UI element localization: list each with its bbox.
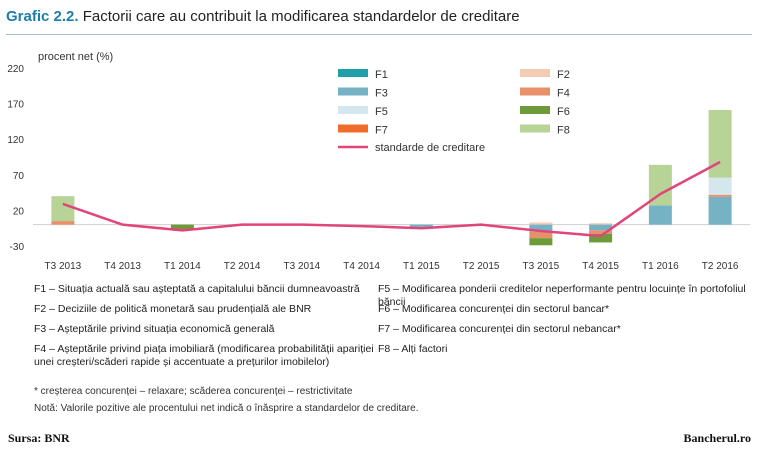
bar-f3 bbox=[589, 224, 613, 231]
site-label: Bancherul.ro bbox=[683, 431, 751, 445]
bar-f6 bbox=[589, 233, 613, 243]
notes-left: F1 – Situația actuală sau așteptată a ca… bbox=[34, 283, 374, 369]
bar-f4 bbox=[529, 231, 553, 239]
bar-f2 bbox=[529, 222, 553, 225]
note-nota: Notă: Valorile pozitive ale procentului … bbox=[34, 403, 419, 414]
x-tick-label: T3 2013 bbox=[45, 261, 82, 272]
x-tick-label: T4 2014 bbox=[343, 261, 380, 272]
note-star: * creșterea concurenței – relaxare; scăd… bbox=[34, 386, 353, 397]
legend-label-f2: F2 bbox=[557, 69, 570, 81]
bar-f3 bbox=[648, 205, 672, 225]
y-axis-label: procent net (%) bbox=[38, 51, 113, 63]
x-tick-label: T1 2015 bbox=[403, 261, 440, 272]
bar-f4 bbox=[51, 221, 75, 225]
legend-label-f1: F1 bbox=[375, 69, 388, 81]
chart-title-text: Factorii care au contribuit la modificar… bbox=[82, 8, 520, 25]
bar-f2 bbox=[589, 223, 613, 225]
x-tick-label: T2 2016 bbox=[702, 261, 739, 272]
legend-label-f3: F3 bbox=[375, 88, 388, 100]
bar-f8 bbox=[51, 196, 75, 222]
legend-swatch-f7 bbox=[338, 124, 368, 133]
legend-swatch-f4 bbox=[520, 87, 550, 96]
note-f4: F4 – Așteptările privind piața imobiliar… bbox=[34, 343, 374, 355]
x-tick-label: T4 2015 bbox=[582, 261, 619, 272]
bar-f4 bbox=[708, 194, 732, 197]
title-divider bbox=[6, 34, 752, 35]
legend-label-line: standarde de creditare bbox=[375, 142, 485, 154]
x-tick-label: T1 2014 bbox=[164, 261, 201, 272]
source-label: Sursa: BNR bbox=[8, 431, 70, 445]
bar-f6 bbox=[529, 238, 553, 246]
legend-swatch-f1 bbox=[338, 69, 368, 77]
bar-f8 bbox=[648, 164, 672, 206]
note-f1: F1 – Situația actuală sau așteptată a ca… bbox=[34, 283, 360, 295]
notes-right: F5 – Modificarea ponderii creditelor nep… bbox=[378, 283, 759, 356]
legend-label-f4: F4 bbox=[557, 88, 570, 100]
x-tick-label: T3 2015 bbox=[523, 261, 560, 272]
bar-f3 bbox=[529, 224, 553, 232]
note-f8: F8 – Alți factori bbox=[378, 343, 448, 355]
x-tick-label: T2 2015 bbox=[463, 261, 500, 272]
legend-swatch-f3 bbox=[338, 87, 368, 96]
x-tick-label: T1 2016 bbox=[642, 261, 679, 272]
y-tick-label: 120 bbox=[7, 135, 24, 146]
line-standarde-de-creditare bbox=[62, 160, 721, 238]
x-tick-label: T3 2014 bbox=[284, 261, 321, 272]
chart-title: Grafic 2.2. Factorii care au contribuit … bbox=[6, 8, 520, 25]
y-tick-label: 70 bbox=[13, 171, 25, 182]
note-f6: F6 – Modificarea concurenței din sectoru… bbox=[378, 303, 610, 315]
note-f3: F3 – Așteptările privind situația econom… bbox=[34, 323, 275, 335]
legend-swatch-f5 bbox=[338, 106, 368, 114]
y-tick-label: 20 bbox=[13, 206, 25, 217]
bar-f3 bbox=[409, 224, 433, 228]
x-tick-label: T2 2014 bbox=[224, 261, 261, 272]
bar-f8 bbox=[708, 110, 732, 178]
bar-f4 bbox=[589, 230, 613, 234]
chart: procent net (%) 220 170 120 70 20 -30 T3 2013 T4… bbox=[7, 51, 750, 272]
legend-label-f5: F5 bbox=[375, 106, 388, 118]
bar-f5 bbox=[708, 177, 732, 195]
y-tick-label: 170 bbox=[7, 100, 24, 111]
note-f4-cont: unei creșteri/scăderi rapide și accentua… bbox=[34, 356, 330, 368]
legend-label-f6: F6 bbox=[557, 106, 570, 118]
legend-label-f8: F8 bbox=[557, 125, 570, 137]
note-f5: F5 – Modificarea ponderii creditelor nep… bbox=[378, 283, 746, 308]
legend-swatch-f2 bbox=[520, 69, 550, 77]
legend-swatch-f8 bbox=[520, 124, 550, 133]
note-f7: F7 – Modificarea concurenței din sectoru… bbox=[378, 323, 621, 335]
x-tick-label: T4 2013 bbox=[104, 261, 141, 272]
chart-number: Grafic 2.2. bbox=[6, 8, 79, 25]
legend-label-f7: F7 bbox=[375, 125, 388, 137]
bar-f3 bbox=[708, 196, 732, 225]
bar-f6 bbox=[170, 224, 194, 231]
y-tick-label: -30 bbox=[10, 242, 25, 253]
legend-swatch-f6 bbox=[520, 106, 550, 114]
y-tick-label: 220 bbox=[7, 64, 24, 75]
note-f2: F2 – Deciziile de politică monetară sau … bbox=[34, 303, 312, 315]
